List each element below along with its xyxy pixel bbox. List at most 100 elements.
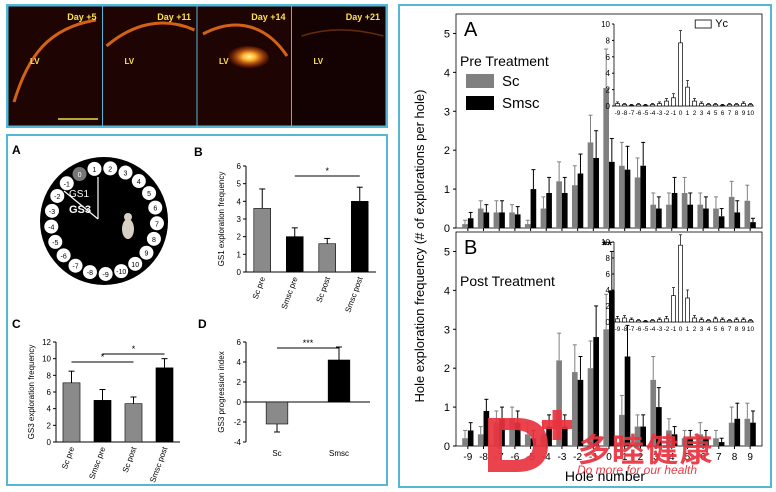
x-tick-label: 7 (716, 452, 722, 463)
y-tick-label: 2 (444, 145, 450, 157)
bar (718, 442, 725, 446)
x-tick-label: 3 (653, 452, 659, 463)
x-tick-label: Sc pre (251, 275, 268, 300)
inset-bar (699, 319, 704, 323)
y-tick-label: 3 (237, 215, 242, 224)
bar (593, 337, 599, 446)
inset-y-tick-label: 8 (606, 254, 611, 263)
microscopy-panel: Day +5 LV Day +11 LV Day +14 LV Day +21 LV (6, 4, 388, 128)
inset-bar (727, 104, 732, 107)
y-axis-label: GS3 exploration frequency (27, 345, 36, 440)
panel-letter: D (198, 317, 207, 331)
bar (524, 224, 531, 228)
maze-hole (128, 256, 143, 271)
inset-bar (650, 320, 655, 323)
bar (619, 165, 625, 228)
bar (318, 243, 336, 273)
inset-x-tick-label: 1 (686, 110, 690, 117)
micro-frame (7, 5, 103, 127)
maze-hole (149, 216, 164, 231)
x-tick-label: -4 (542, 452, 551, 463)
inset-y-tick-label: 4 (606, 286, 611, 295)
maze-arena (40, 157, 168, 285)
bar (624, 356, 631, 446)
y-tick-label: 2 (444, 363, 450, 375)
y-tick-label: 4 (47, 405, 52, 414)
maze-hole (103, 161, 118, 176)
inset-x-tick-label: 4 (707, 110, 711, 117)
inset-bar (615, 103, 620, 107)
inset-x-tick-label: 6 (721, 110, 725, 117)
y-tick-label: 4 (237, 358, 242, 367)
bar (62, 382, 81, 443)
bar (467, 430, 474, 446)
inset-x-tick-label: 2 (693, 326, 697, 333)
y-tick-label: 6 (47, 388, 52, 397)
bar (540, 208, 547, 228)
inset-x-tick-label: 5 (714, 110, 718, 117)
inset-x-tick-label: 2 (693, 110, 697, 117)
maze-hole (118, 165, 133, 180)
x-tick-label: 0 (606, 452, 612, 463)
maze-hole-label: -3 (49, 209, 55, 216)
bar (483, 212, 490, 228)
bar (477, 208, 484, 228)
x-tick-label: -3 (557, 452, 566, 463)
inset-bar (678, 244, 683, 323)
bar (656, 407, 662, 446)
significance-marker: *** (303, 338, 314, 348)
y-tick-label: 12 (42, 338, 51, 347)
inset-x-tick-label: 10 (747, 326, 755, 333)
maze-hole-label: 2 (108, 166, 112, 173)
x-tick-label: Smsc post (343, 275, 364, 314)
inset-x-tick-label: -2 (664, 326, 670, 333)
x-tick-label: 5 (685, 452, 691, 463)
inset-bar (741, 319, 746, 323)
maze-hole-label: -4 (48, 225, 54, 232)
inset-x-tick-label: 0 (679, 110, 683, 117)
inset-x-tick-label: 10 (747, 110, 755, 117)
inset-x-tick-label: -3 (657, 326, 663, 333)
bar (509, 212, 515, 228)
panel-letter: A (12, 143, 21, 157)
bar (703, 438, 709, 446)
mouse-head-icon (124, 213, 132, 221)
y-tick-label: 6 (237, 338, 242, 347)
inset-y-tick-label: 6 (606, 270, 611, 279)
bar (666, 204, 672, 228)
maze-hole (48, 234, 63, 249)
inset-x-tick-label: -5 (643, 326, 649, 333)
inset-bar (720, 104, 725, 107)
inset-bar (615, 318, 620, 323)
inset-x-tick-label: 5 (714, 326, 718, 333)
micro-day-label: Day +5 (67, 12, 96, 22)
inset-bar (622, 317, 627, 323)
y-tick-label: 0 (444, 441, 450, 453)
inset-bar (734, 319, 739, 323)
maze-hole (59, 176, 74, 191)
bar (697, 204, 704, 228)
behavior-panel: A 0 1 2 3 4 5 6 7 8 9 10 -10 -9 -8 -7 -6 -5 -4 -3 -2 -1 GS1 GS3… (6, 134, 388, 486)
micro-frame (291, 5, 387, 127)
x-tick-label: Smsc pre (87, 445, 107, 480)
bar (546, 426, 552, 446)
chart-title: Pre Treatment (460, 53, 549, 69)
micro-lv-label: LV (219, 57, 229, 66)
bar (619, 414, 625, 446)
fluorescence-hotspot (225, 46, 269, 70)
fluorescence-trace (202, 23, 289, 57)
inset-bar (636, 320, 641, 323)
inset-x-tick-label: 7 (728, 110, 732, 117)
maze-hole-label: -1 (64, 181, 70, 188)
inset-legend-swatch (694, 19, 712, 29)
bar (650, 379, 657, 446)
y-tick-label: 1 (444, 402, 450, 414)
maze-hole-label: 10 (131, 262, 139, 269)
inset-bar (657, 103, 662, 107)
inset-bar (664, 318, 669, 323)
inset-x-tick-label: 3 (700, 326, 704, 333)
maze-hole-label: 4 (137, 179, 141, 186)
inset-x-tick-label: 0 (679, 326, 683, 333)
